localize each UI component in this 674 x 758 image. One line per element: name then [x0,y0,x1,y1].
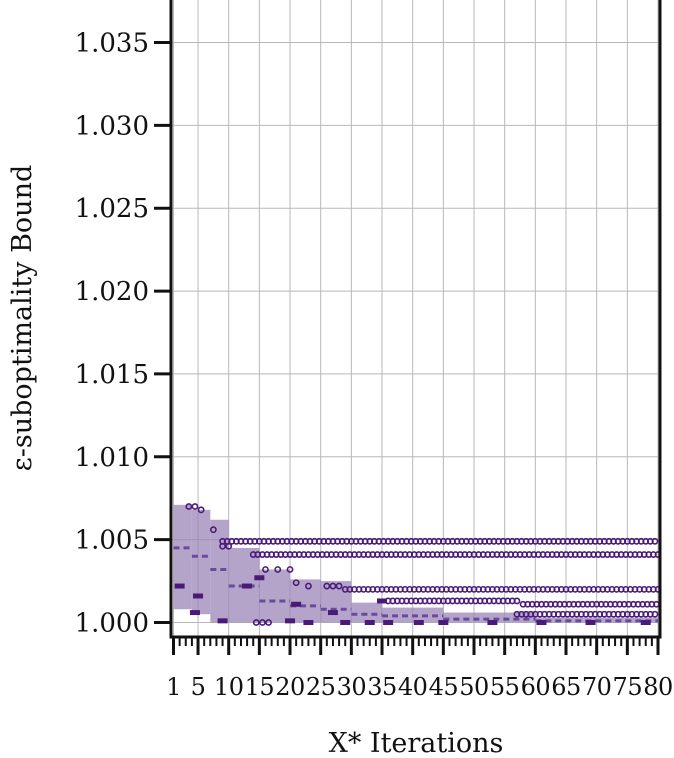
x-tick-label: 70 [582,673,612,701]
y-axis-label: ε-suboptimality Bound [7,165,38,471]
minimum-marker [383,620,394,625]
y-tick-label: 1.020 [75,277,149,307]
y-tick-label: 1.035 [75,29,149,59]
x-tick-label: 65 [551,673,581,701]
x-tick-label: 25 [306,673,336,701]
box [259,569,291,623]
x-tick-label: 15 [245,673,275,701]
minimum-marker [303,620,314,625]
outlier-point [651,610,659,618]
outlier-point [274,566,282,573]
outlier-point [197,506,205,514]
box [443,612,536,623]
minimum-marker [193,593,204,599]
y-tick-label: 1.030 [75,111,149,141]
outlier-point [292,579,300,587]
x-tick-label: 35 [367,673,397,701]
outlier-point [219,542,226,550]
x-tick-label: 5 [191,673,206,701]
x-tick-label: 60 [521,673,551,701]
minimum-marker [174,583,185,589]
y-tick-label: 1.000 [75,609,149,639]
x-tick-label: 40 [398,673,428,701]
plot-frame [169,0,662,639]
minimum-marker [640,620,651,625]
outlier-point [185,503,193,510]
dash-layer [174,575,651,625]
outlier-point [513,597,521,605]
outlier-point [653,600,660,608]
outlier-point [335,582,343,590]
x-tick-label: 80 [643,673,673,701]
minimum-marker [291,601,302,607]
minimum-marker [487,620,498,625]
x-tick-label: 10 [214,673,244,701]
x-tick-label: 45 [429,673,459,701]
minimum-marker [217,618,228,624]
y-tick-label: 1.015 [75,360,149,390]
minimum-marker [189,610,200,616]
x-tick-label: 75 [613,673,643,701]
outlier-point [305,582,312,590]
x-tick-label: 20 [275,673,305,701]
minimum-marker [585,620,596,625]
minimum-marker [377,598,388,604]
y-tick-label: 1.010 [75,443,149,473]
y-tick-label: 1.025 [75,194,149,224]
minimum-marker [364,620,375,625]
minimum-marker [254,575,265,581]
outlier-point [262,566,269,573]
box [210,519,229,623]
outlier-point [323,582,331,590]
minimum-marker [242,583,253,589]
outlier-layer [185,503,662,626]
x-tick-label: 50 [459,673,489,701]
x-tick-label: 1 [166,673,181,701]
y-tick-label: 1.005 [75,526,149,556]
box [351,602,383,623]
grid-layer [171,0,660,637]
x-tick-label: 55 [490,673,520,701]
outlier-point [209,526,217,534]
minimum-marker [285,618,296,624]
outlier-point [259,619,266,626]
outlier-point [191,503,199,510]
minimum-marker [536,620,547,625]
median-layer [173,546,658,623]
outlier-point [252,619,260,626]
minimum-marker [438,620,449,625]
outlier-point [265,619,272,626]
outlier-point [225,542,233,550]
box [191,509,211,615]
outlier-point [651,537,659,545]
box [173,504,192,610]
x-axis-label: X* Iterations [329,728,504,758]
minimum-marker [327,610,338,616]
minimum-marker [340,620,351,625]
minimum-marker [413,620,424,625]
x-tick-label: 30 [337,673,367,701]
outlier-point [329,582,337,590]
axis-layer: 1.000 1.005 1.010 1.015 1.020 1.025 1.030 1.035… [75,0,673,701]
outlier-point [286,566,294,573]
